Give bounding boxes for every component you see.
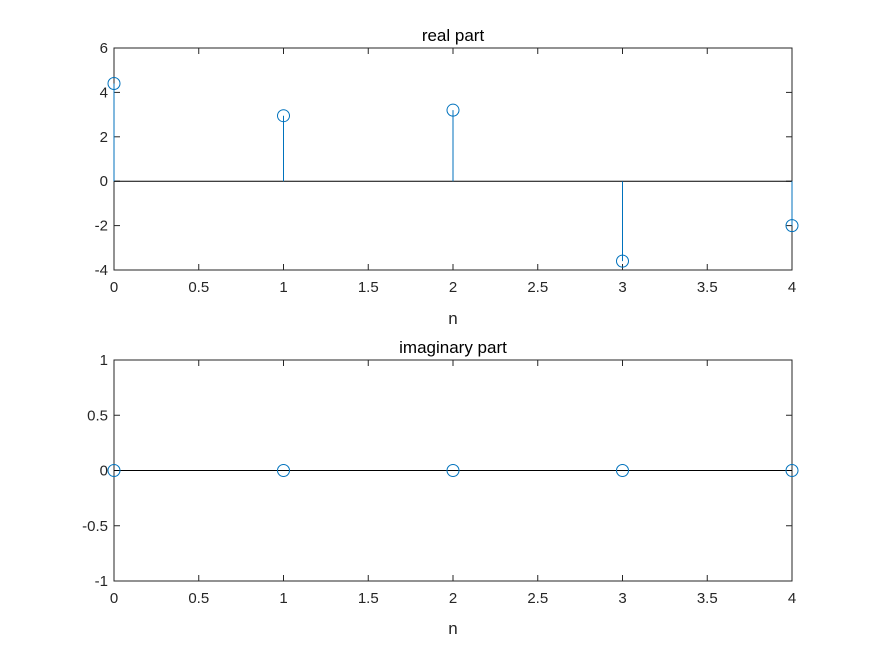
real-part-stem-marker xyxy=(107,77,121,91)
imaginary-part-stem-marker xyxy=(446,464,460,477)
real-part-y-ticks: -4 -2 0 2 4 6 xyxy=(95,40,792,279)
real-part-stem-marker xyxy=(785,219,799,233)
real-part-x-tick-label: 2 xyxy=(449,279,457,296)
real-part-stem-marker xyxy=(616,254,629,268)
imaginary-part-x-tick-label: 3 xyxy=(618,590,626,607)
real-part-x-tick-label: 1.5 xyxy=(358,279,379,296)
real-part-y-tick-label: -2 xyxy=(95,218,108,235)
imaginary-part-x-tick-label: 2.5 xyxy=(527,590,548,607)
imaginary-part-x-tick-label: 1 xyxy=(279,590,287,607)
real-part-y-tick-label: 4 xyxy=(100,84,108,101)
real-part-x-tick-label: 0 xyxy=(110,279,118,296)
real-part-stem-marker xyxy=(446,103,460,117)
imaginary-part-y-tick-label: 1 xyxy=(100,352,108,369)
imaginary-part-axes: imaginary part 0 0.5 1 1.5 2 2.5 3 3.5 4 -1-0.50… xyxy=(82,338,799,638)
imaginary-part-x-tick-label: 0 xyxy=(110,590,118,607)
real-part-stem-marker xyxy=(277,109,290,123)
real-part-x-tick-label: 3 xyxy=(618,279,626,296)
real-part-stems xyxy=(107,77,799,268)
imaginary-part-stem-marker xyxy=(616,464,629,477)
real-part-title: real part xyxy=(422,26,485,45)
real-part-x-tick-label: 2.5 xyxy=(527,279,548,296)
imaginary-part-x-axis-label: n xyxy=(448,619,457,638)
imaginary-part-stem-marker xyxy=(277,464,290,477)
real-part-x-tick-label: 4 xyxy=(788,279,796,296)
real-part-y-tick-label: 2 xyxy=(100,129,108,146)
imaginary-part-x-tick-label: 1.5 xyxy=(358,590,379,607)
real-part-x-ticks: 0 0.5 1 1.5 2 2.5 3 3.5 4 xyxy=(110,48,796,296)
imaginary-part-stem-marker xyxy=(785,464,799,477)
real-part-x-tick-label: 1 xyxy=(279,279,287,296)
real-part-axes: real part 0 0.5 1 1.5 2 2.5 3 3.5 4 -4 -2 0 2 4 6 n xyxy=(95,26,799,328)
imaginary-part-y-tick-label: -1 xyxy=(95,573,108,590)
imaginary-part-x-tick-label: 0.5 xyxy=(188,590,209,607)
real-part-x-tick-label: 3.5 xyxy=(697,279,718,296)
imaginary-part-y-tick-label: 0 xyxy=(100,463,108,480)
imaginary-part-x-tick-label: 3.5 xyxy=(697,590,718,607)
real-part-y-tick-label: -4 xyxy=(95,262,108,279)
imaginary-part-title: imaginary part xyxy=(399,338,507,357)
imaginary-part-y-ticks: -1 -0.5 0 0.5 1 xyxy=(82,352,792,590)
imaginary-part-stems xyxy=(107,464,799,477)
real-part-x-axis-label: n xyxy=(448,309,457,328)
imaginary-part-y-tick-label: -0.5 xyxy=(82,518,108,535)
real-part-y-tick-label: 0 xyxy=(100,173,108,190)
real-part-y-tick-label: 6 xyxy=(100,40,108,57)
real-part-x-tick-label: 0.5 xyxy=(188,279,209,296)
imaginary-part-x-tick-label: 2 xyxy=(449,590,457,607)
imaginary-part-y-tick-label: 0.5 xyxy=(87,407,108,424)
imaginary-part-x-tick-label: 4 xyxy=(788,590,796,607)
imaginary-part-stem-marker xyxy=(107,464,121,477)
imaginary-part-x-ticks: 0 0.5 1 1.5 2 2.5 3 3.5 4 xyxy=(110,360,796,607)
